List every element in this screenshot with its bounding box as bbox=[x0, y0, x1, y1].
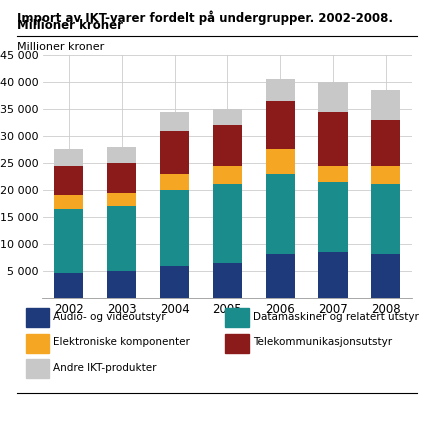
Text: Telekommunikasjonsutstyr: Telekommunikasjonsutstyr bbox=[253, 337, 392, 347]
Bar bbox=[266, 79, 295, 101]
Bar bbox=[213, 263, 242, 297]
Text: Audio- og videoutstyr: Audio- og videoutstyr bbox=[53, 312, 166, 322]
Bar bbox=[107, 163, 136, 193]
Bar bbox=[371, 255, 400, 298]
Bar bbox=[213, 184, 242, 263]
Bar bbox=[107, 271, 136, 298]
Text: Import av IKT-varer fordelt på undergrupper. 2002-2008.: Import av IKT-varer fordelt på undergrup… bbox=[17, 11, 393, 25]
Bar bbox=[266, 255, 295, 298]
Bar bbox=[160, 174, 189, 190]
Bar bbox=[318, 182, 348, 252]
Bar bbox=[54, 150, 83, 166]
Text: Millioner kroner: Millioner kroner bbox=[17, 42, 104, 53]
Bar bbox=[54, 209, 83, 273]
Bar bbox=[371, 120, 400, 166]
Text: Andre IKT-produkter: Andre IKT-produkter bbox=[53, 363, 157, 373]
Bar bbox=[54, 273, 83, 298]
Text: Datamaskiner og relatert utstyr: Datamaskiner og relatert utstyr bbox=[253, 312, 419, 322]
Bar bbox=[160, 266, 189, 298]
Bar bbox=[107, 147, 136, 163]
Bar bbox=[318, 252, 348, 298]
Text: Millioner kroner: Millioner kroner bbox=[17, 19, 123, 32]
Bar bbox=[266, 174, 295, 255]
Bar bbox=[107, 206, 136, 271]
Bar bbox=[54, 195, 83, 209]
Bar bbox=[266, 101, 295, 150]
Bar bbox=[160, 130, 189, 174]
Bar bbox=[213, 166, 242, 184]
Bar bbox=[318, 166, 348, 182]
Bar bbox=[318, 82, 348, 112]
Bar bbox=[371, 166, 400, 184]
Bar bbox=[318, 112, 348, 166]
Bar bbox=[213, 125, 242, 166]
Bar bbox=[54, 166, 83, 195]
Bar bbox=[107, 193, 136, 206]
Bar bbox=[266, 150, 295, 174]
Bar bbox=[160, 112, 189, 130]
Bar bbox=[371, 90, 400, 120]
Bar bbox=[371, 184, 400, 255]
Bar bbox=[160, 190, 189, 266]
Text: Elektroniske komponenter: Elektroniske komponenter bbox=[53, 337, 190, 347]
Bar bbox=[213, 109, 242, 125]
